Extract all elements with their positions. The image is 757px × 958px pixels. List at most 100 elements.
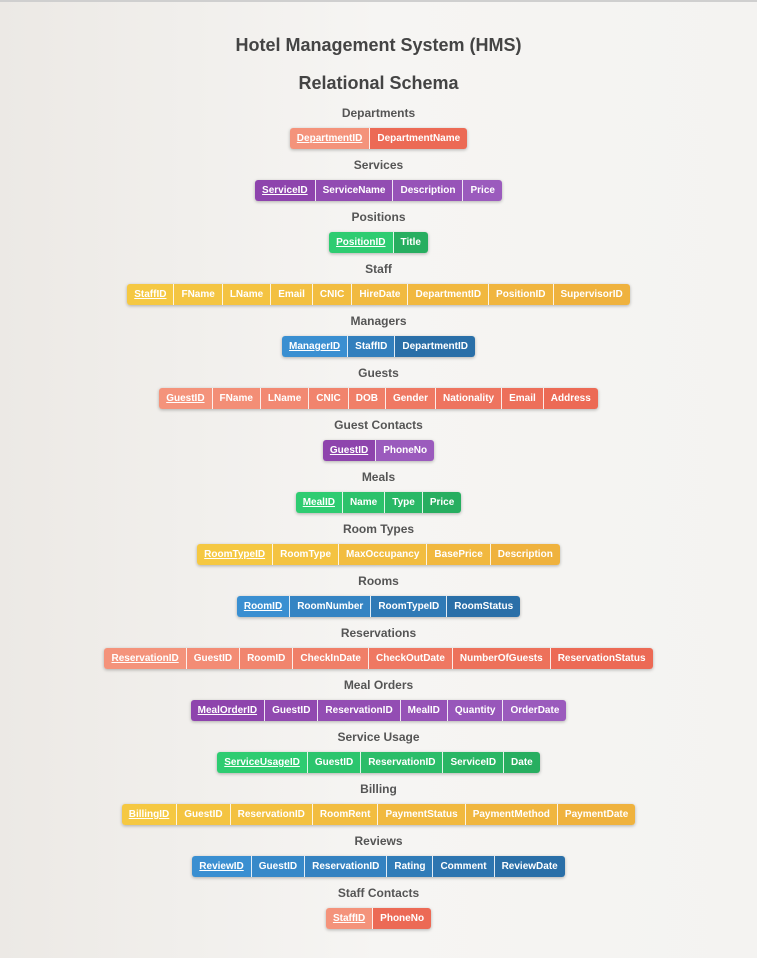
entity-name: Service Usage [337, 730, 420, 744]
attribute-row: MealID Name Type Price [295, 492, 462, 513]
attribute: Description [490, 544, 560, 565]
attribute: GuestID [307, 752, 362, 773]
attribute: CNIC [312, 284, 353, 305]
attribute: OrderDate [503, 700, 567, 721]
attribute: Quantity [447, 700, 504, 721]
attribute: RoomType [273, 544, 340, 565]
entity-name: Room Types [342, 522, 415, 536]
entity-guests: Guests GuestID FName LName CNIC DOB Gender Nati… [0, 366, 757, 409]
attribute: LName [222, 284, 272, 305]
entity-staff-contacts: Staff Contacts StaffID PhoneNo [0, 886, 757, 929]
attribute: Rating [387, 856, 434, 877]
entity-name: Positions [351, 210, 406, 224]
attribute: CheckOutDate [369, 648, 453, 669]
primary-key-attribute: MealOrderID [190, 700, 266, 721]
attribute-row: RoomID RoomNumber RoomTypeID RoomStatus [236, 596, 521, 617]
attribute-row: ServiceID ServiceName Description Price [255, 180, 502, 201]
attribute: Address [543, 388, 598, 409]
entity-name: Staff Contacts [337, 886, 420, 900]
entity-billing: Billing BillingID GuestID ReservationID Room… [0, 782, 757, 825]
attribute: HireDate [352, 284, 409, 305]
attribute-row: ReservationID GuestID RoomID CheckInDate Che… [104, 648, 653, 669]
attribute: PaymentMethod [465, 804, 558, 825]
attribute: RoomStatus [447, 596, 521, 617]
attribute-row: PositionID Title [329, 232, 428, 253]
attribute: PhoneNo [373, 908, 432, 929]
entity-rooms: Rooms RoomID RoomNumber RoomTypeID RoomStatu… [0, 574, 757, 617]
attribute: ServiceID [443, 752, 505, 773]
attribute: PhoneNo [376, 440, 435, 461]
entity-meal-orders: Meal Orders MealOrderID GuestID Reservation… [0, 678, 757, 721]
attribute: ReservationID [361, 752, 444, 773]
attribute: MaxOccupancy [339, 544, 428, 565]
attribute: ReservationID [318, 700, 401, 721]
entity-name: Billing [360, 782, 397, 796]
attribute: Email [502, 388, 544, 409]
entity-departments: Departments DepartmentID DepartmentName [0, 106, 757, 149]
primary-key-attribute: StaffID [325, 908, 374, 929]
attribute: StaffID [348, 336, 396, 357]
attribute: RoomID [240, 648, 294, 669]
primary-key-attribute: ReservationID [104, 648, 187, 669]
primary-key-attribute: BillingID [121, 804, 178, 825]
attribute: PaymentStatus [378, 804, 466, 825]
attribute: DOB [348, 388, 386, 409]
attribute: FName [212, 388, 261, 409]
attribute: Name [342, 492, 386, 513]
attribute: SupervisorID [553, 284, 630, 305]
attribute: Date [504, 752, 540, 773]
attribute: Title [393, 232, 428, 253]
attribute: DepartmentName [370, 128, 468, 149]
primary-key-attribute: PositionID [329, 232, 394, 253]
attribute: RoomRent [312, 804, 379, 825]
attribute: GuestID [177, 804, 231, 825]
attribute: NumberOfGuests [452, 648, 551, 669]
entity-services: Services ServiceID ServiceName Description P… [0, 158, 757, 201]
primary-key-attribute: DepartmentID [289, 128, 371, 149]
attribute: FName [174, 284, 223, 305]
attribute: RoomTypeID [371, 596, 448, 617]
attribute: LName [260, 388, 310, 409]
primary-key-attribute: RoomTypeID [197, 544, 274, 565]
attribute-row: MealOrderID GuestID ReservationID MealID Qua… [190, 700, 567, 721]
attribute: Email [271, 284, 313, 305]
entity-reviews: Reviews ReviewID GuestID ReservationID Ratin… [0, 834, 757, 877]
primary-key-attribute: ReviewID [192, 856, 252, 877]
attribute: MealID [400, 700, 448, 721]
page-subtitle: Relational Schema [298, 73, 459, 93]
primary-key-attribute: MealID [295, 492, 343, 513]
primary-key-attribute: ManagerID [282, 336, 349, 357]
entity-service-usage: Service Usage ServiceUsageID GuestID Reserv… [0, 730, 757, 773]
attribute-row: StaffID FName LName Email CNIC HireDate Depart… [127, 284, 630, 305]
attribute-row: StaffID PhoneNo [325, 908, 432, 929]
entity-reservations: Reservations ReservationID GuestID RoomID Ch… [0, 626, 757, 669]
attribute: ServiceName [315, 180, 394, 201]
primary-key-attribute: StaffID [127, 284, 175, 305]
entity-name: Departments [341, 106, 416, 120]
entity-name: Reservations [340, 626, 417, 640]
attribute: CheckInDate [293, 648, 369, 669]
attribute: GuestID [186, 648, 241, 669]
attribute: Price [422, 492, 462, 513]
primary-key-attribute: ServiceUsageID [217, 752, 308, 773]
attribute-row: DepartmentID DepartmentName [289, 128, 468, 149]
attribute: ReviewDate [494, 856, 565, 877]
attribute-row: GuestID PhoneNo [322, 440, 435, 461]
attribute-row: BillingID GuestID ReservationID RoomRent Pay… [121, 804, 636, 825]
attribute: GuestID [251, 856, 306, 877]
entity-meals: Meals MealID Name Type Price [0, 470, 757, 513]
primary-key-attribute: GuestID [322, 440, 377, 461]
attribute: ReservationID [305, 856, 388, 877]
attribute-row: ReviewID GuestID ReservationID Rating Commen… [192, 856, 565, 877]
page-title: Hotel Management System (HMS) [235, 35, 522, 55]
entity-name: Reviews [354, 834, 403, 848]
attribute: Price [463, 180, 502, 201]
attribute-row: GuestID FName LName CNIC DOB Gender Nationalit… [159, 388, 598, 409]
entity-staff: Staff StaffID FName LName Email CNIC HireDate D… [0, 262, 757, 305]
entity-name: Meal Orders [343, 678, 414, 692]
entity-positions: Positions PositionID Title [0, 210, 757, 253]
attribute: Comment [433, 856, 495, 877]
primary-key-attribute: GuestID [159, 388, 213, 409]
entity-name: Guests [358, 366, 399, 380]
attribute: GuestID [265, 700, 319, 721]
